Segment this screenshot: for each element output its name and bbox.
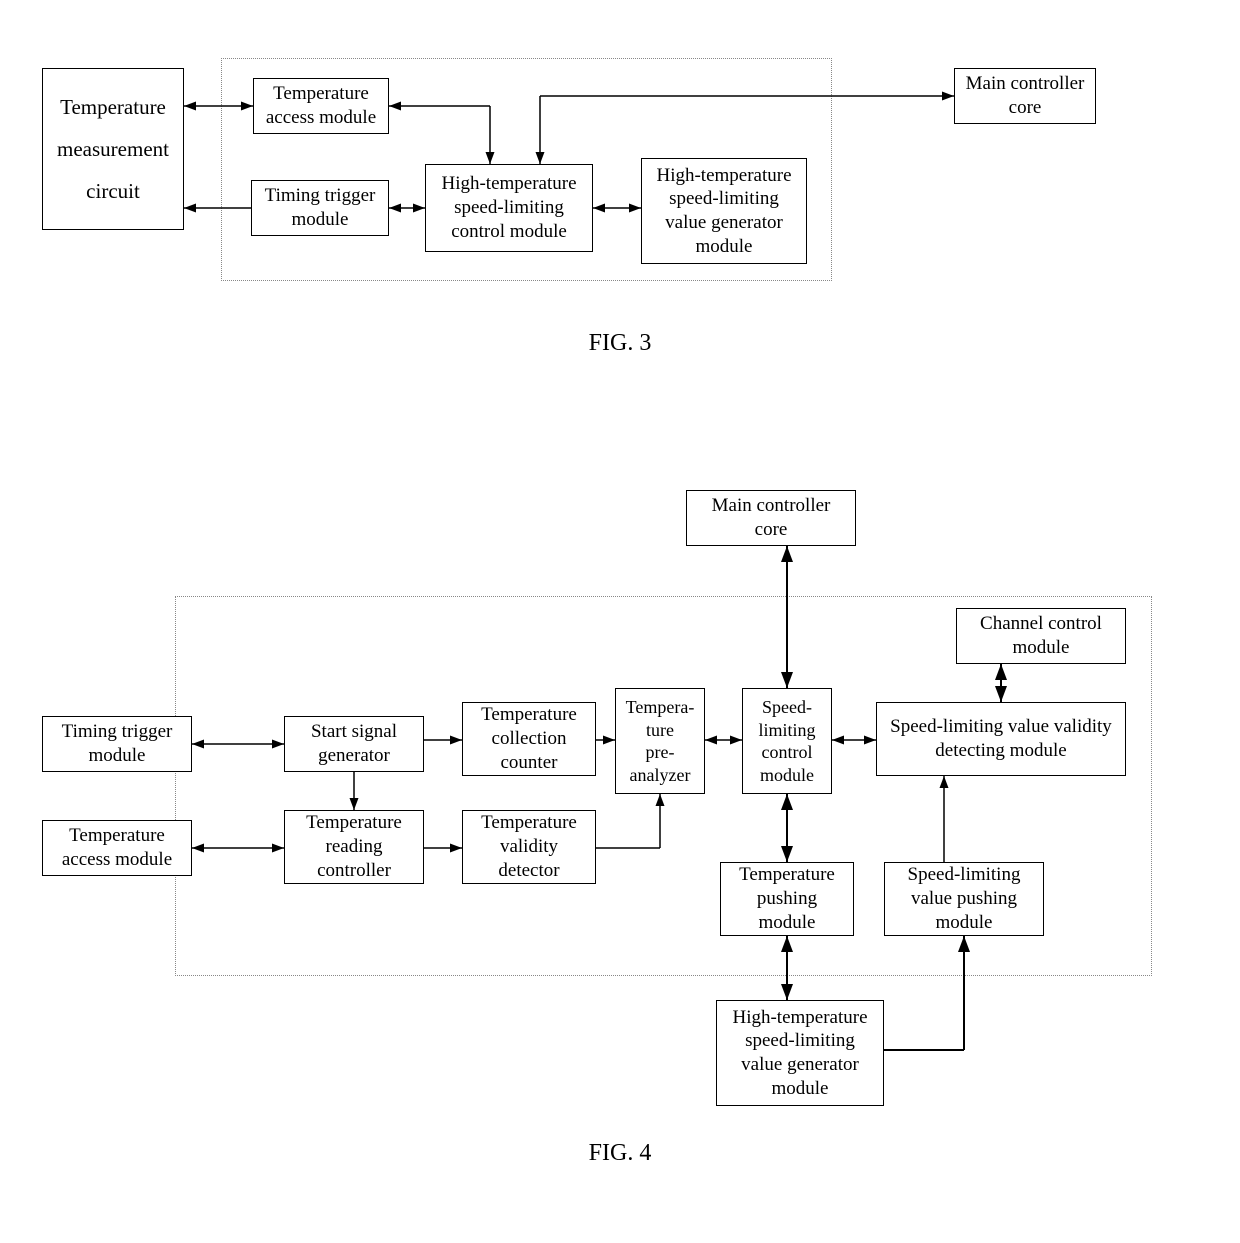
temperature-collection-counter-box: Temperature collection counter xyxy=(462,702,596,776)
speed-limiting-control-module-box: Speed- limiting control module xyxy=(742,688,832,794)
main-controller-core-box-fig3: Main controller core xyxy=(954,68,1096,124)
main-controller-core-box-fig4: Main controller core xyxy=(686,490,856,546)
temperature-pushing-module-box: Temperature pushing module xyxy=(720,862,854,936)
temperature-validity-detector-box: Temperature validity detector xyxy=(462,810,596,884)
start-signal-generator-box: Start signal generator xyxy=(284,716,424,772)
ht-speed-limiting-value-generator-box-fig4: High-temperature speed-limiting value ge… xyxy=(716,1000,884,1106)
ht-speed-limiting-value-generator-box: High-temperature speed-limiting value ge… xyxy=(641,158,807,264)
timing-trigger-module-box: Timing trigger module xyxy=(251,180,389,236)
channel-control-module-box: Channel control module xyxy=(956,608,1126,664)
temperature-access-module-box: Temperature access module xyxy=(253,78,389,134)
temperature-measurement-circuit-box: Temperature measurement circuit xyxy=(42,68,184,230)
temperature-pre-analyzer-box: Tempera- ture pre- analyzer xyxy=(615,688,705,794)
temperature-access-module-box-fig4: Temperature access module xyxy=(42,820,192,876)
sl-value-pushing-module-box: Speed-limiting value pushing module xyxy=(884,862,1044,936)
fig4-caption: FIG. 4 xyxy=(520,1140,720,1167)
ht-speed-limiting-control-module-box: High-temperature speed-limiting control … xyxy=(425,164,593,252)
timing-trigger-module-box-fig4: Timing trigger module xyxy=(42,716,192,772)
fig3-caption: FIG. 3 xyxy=(520,330,720,357)
sl-value-validity-detecting-box: Speed-limiting value validity detecting … xyxy=(876,702,1126,776)
temperature-reading-controller-box: Temperature reading controller xyxy=(284,810,424,884)
